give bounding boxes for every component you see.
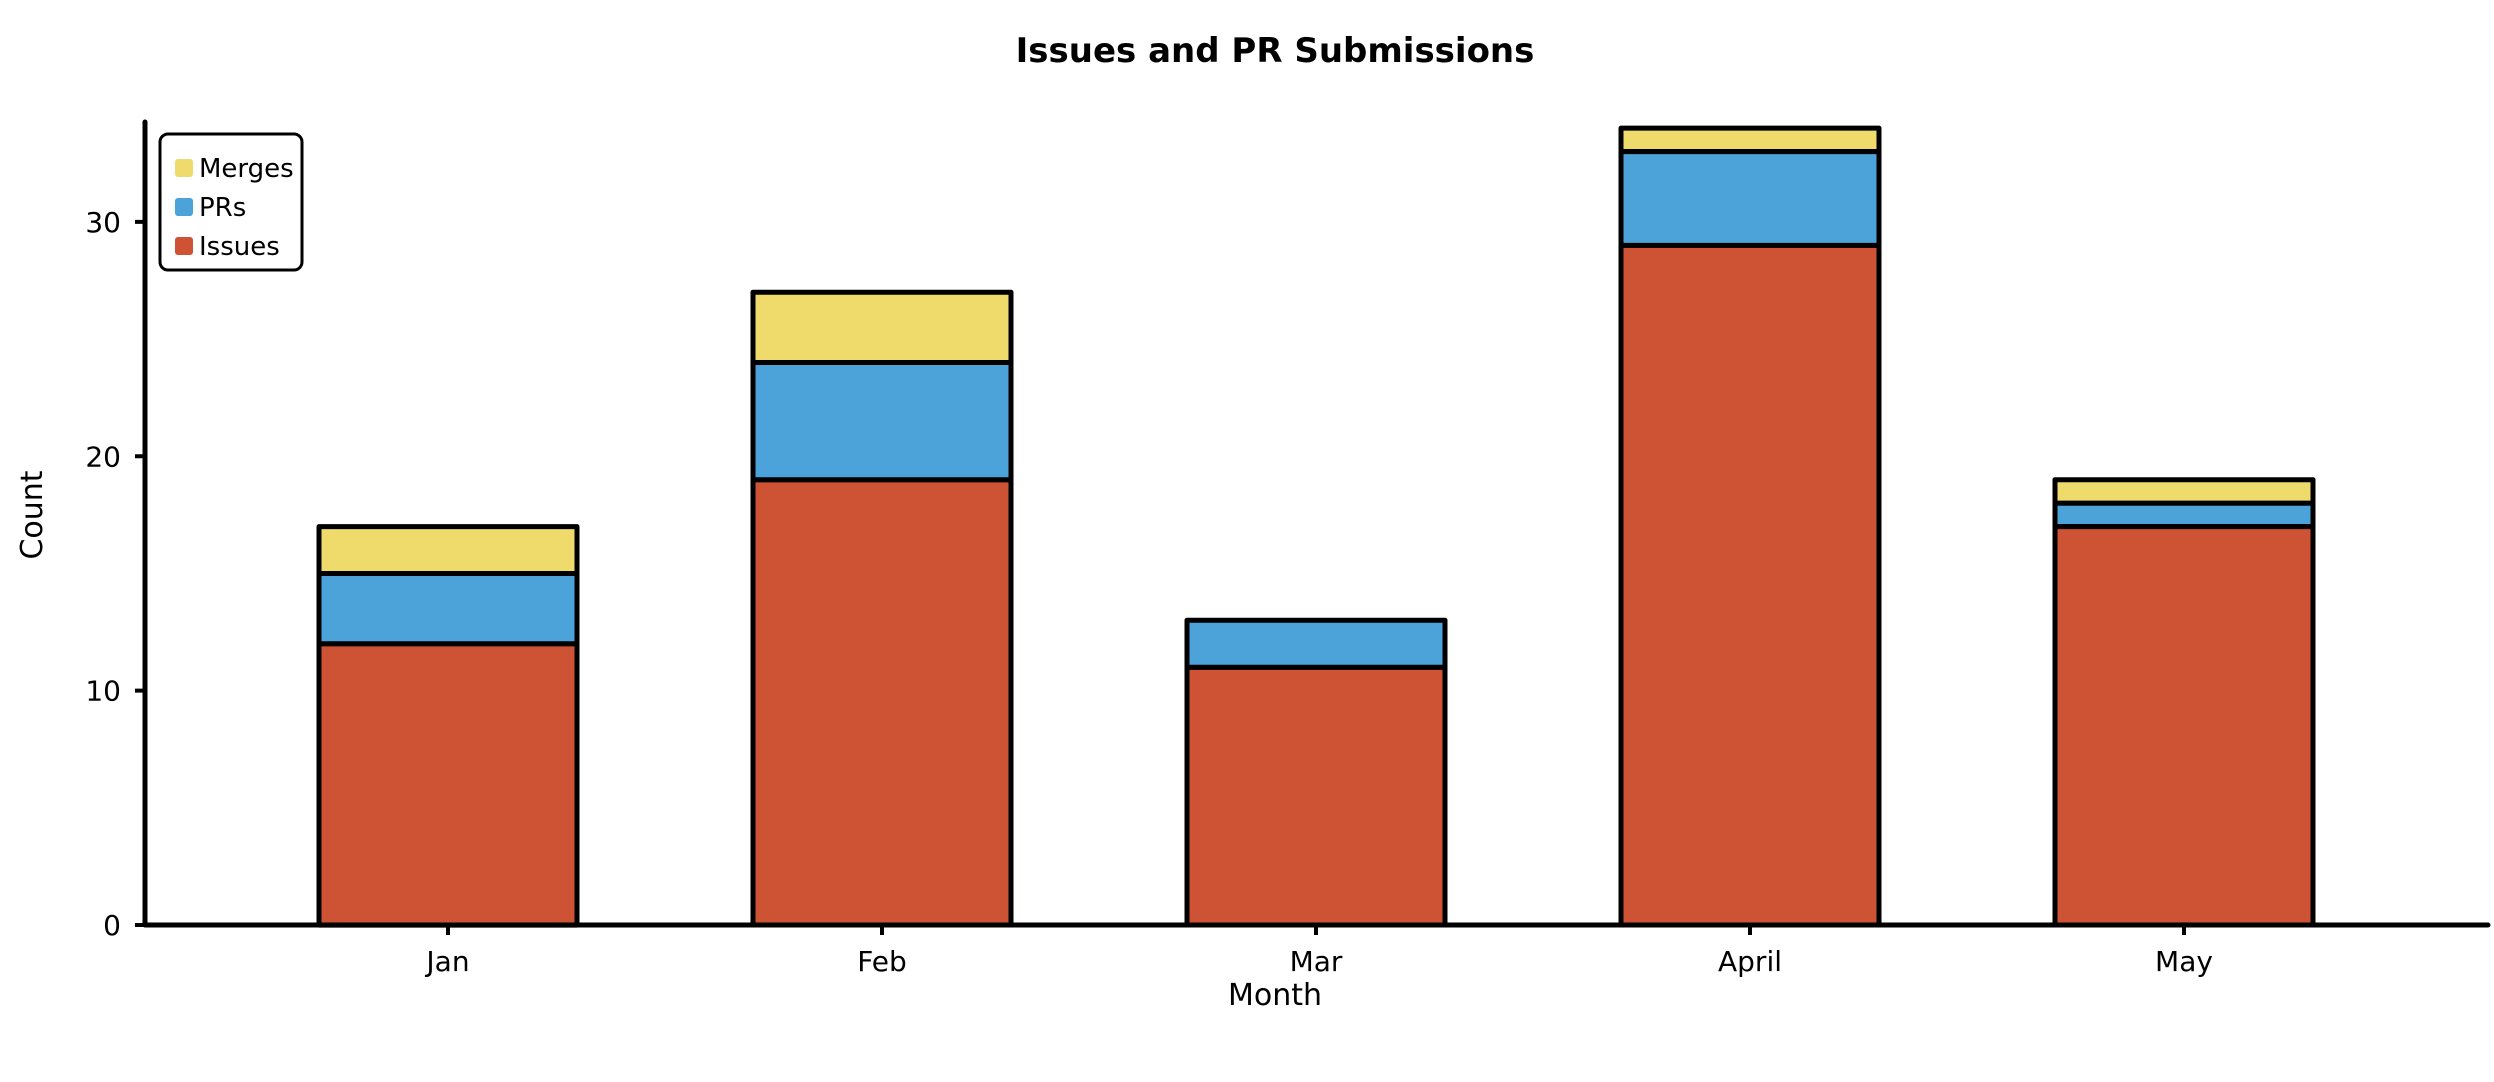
legend: Merges PRs Issues (158, 132, 304, 272)
x-tick-label-may: May (2155, 945, 2213, 978)
bar-prs-feb (750, 360, 1014, 483)
bar-merges-jan (316, 524, 580, 576)
bar-issues-feb (750, 477, 1014, 928)
bar-issues-jan (316, 641, 580, 928)
legend-label-prs: PRs (199, 193, 246, 223)
legend-swatch-prs (175, 198, 193, 216)
y-tick-label-30: 30 (85, 206, 121, 239)
legend-swatch-issues (175, 237, 193, 255)
bar-prs-april (1618, 149, 1882, 248)
x-tick-label-april: April (1718, 945, 1782, 978)
y-ticks-group: 0 10 20 30 (85, 206, 145, 942)
bars-group (316, 125, 2316, 928)
x-tick-label-mar: Mar (1290, 945, 1343, 978)
bar-prs-jan (316, 570, 580, 647)
x-tick-label-feb: Feb (857, 945, 907, 978)
bar-issues-may (2052, 524, 2316, 928)
y-tick-label-0: 0 (103, 909, 121, 942)
legend-swatch-merges (175, 159, 193, 177)
x-axis-label: Month (1228, 978, 1322, 1013)
legend-label-issues: Issues (199, 232, 280, 262)
bar-merges-april (1618, 125, 1882, 155)
legend-label-merges: Merges (199, 154, 294, 184)
x-tick-label-jan: Jan (424, 945, 469, 978)
y-tick-label-10: 10 (85, 675, 121, 708)
bar-issues-mar (1184, 664, 1448, 928)
y-axis-label: Count (15, 470, 50, 559)
chart-title: Issues and PR Submissions (1016, 31, 1535, 71)
legend-box (158, 132, 304, 272)
bar-prs-may (2052, 500, 2316, 530)
y-tick-label-20: 20 (85, 440, 121, 473)
x-ticks-group: Jan Feb Mar April May (424, 925, 2213, 978)
bar-prs-mar (1184, 617, 1448, 670)
bar-merges-may (2052, 477, 2316, 506)
bar-merges-feb (750, 289, 1014, 366)
bar-issues-april (1618, 242, 1882, 928)
